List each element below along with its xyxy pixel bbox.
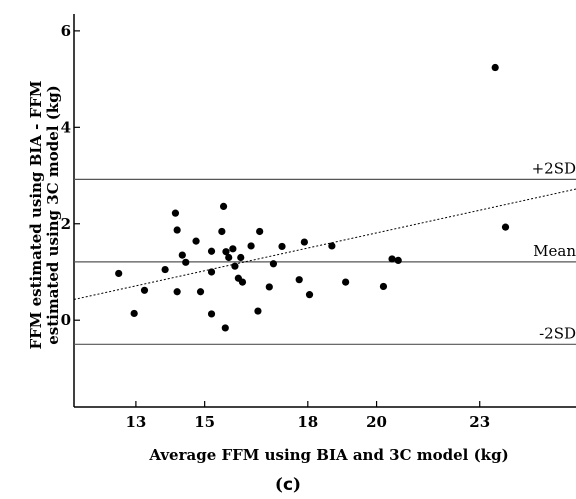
data-point-10 bbox=[196, 288, 205, 296]
data-point-5 bbox=[173, 226, 181, 234]
data-point-27 bbox=[265, 283, 273, 291]
x-tick-label-1: 15 bbox=[194, 413, 215, 431]
data-point-26 bbox=[256, 227, 264, 236]
data-point-7 bbox=[182, 258, 190, 266]
data-point-16 bbox=[221, 324, 229, 332]
data-point-9 bbox=[192, 237, 200, 245]
y-tick-label-1: 2 bbox=[61, 215, 71, 233]
data-point-29 bbox=[278, 242, 286, 251]
data-point-35 bbox=[379, 282, 388, 291]
data-point-15 bbox=[219, 202, 228, 211]
data-point-28 bbox=[269, 260, 278, 268]
data-point-3 bbox=[161, 265, 169, 274]
data-point-31 bbox=[300, 238, 308, 246]
data-point-20 bbox=[231, 262, 239, 270]
data-point-24 bbox=[247, 242, 255, 250]
data-point-2 bbox=[140, 286, 149, 294]
data-point-4 bbox=[171, 209, 180, 217]
panel-label: (c) bbox=[275, 475, 301, 495]
y-axis-title-line-2: estimated using 3C model (kg) bbox=[44, 85, 62, 345]
x-axis-title: Average FFM using BIA and 3C model (kg) bbox=[148, 446, 508, 464]
data-point-12 bbox=[207, 268, 216, 276]
data-point-33 bbox=[328, 242, 336, 250]
data-point-34 bbox=[342, 278, 350, 286]
data-point-6 bbox=[178, 251, 186, 259]
y-tick-label-0: 0 bbox=[61, 311, 71, 329]
y-axis-ticks: 0 2 4 6 bbox=[61, 22, 80, 329]
reference-label-1: Mean bbox=[533, 242, 576, 260]
data-point-30 bbox=[295, 276, 303, 284]
data-point-0 bbox=[115, 269, 123, 278]
x-axis-ticks: 13 15 18 20 23 bbox=[125, 401, 490, 431]
data-point-8 bbox=[173, 288, 181, 296]
data-point-13 bbox=[207, 310, 216, 318]
data-points bbox=[115, 63, 510, 332]
data-point-14 bbox=[218, 227, 226, 236]
x-tick-label-4: 23 bbox=[469, 413, 490, 431]
data-point-32 bbox=[305, 291, 314, 299]
data-point-11 bbox=[207, 247, 216, 255]
data-point-37 bbox=[394, 256, 402, 265]
trend-line bbox=[73, 188, 576, 300]
y-axis-title: FFM estimated using BIA - FFM estimated … bbox=[27, 80, 62, 349]
reference-label-2: -2SD bbox=[539, 324, 576, 342]
data-point-23 bbox=[238, 278, 247, 286]
panel-label-letter: c bbox=[283, 475, 293, 495]
reference-label-0: +2SD bbox=[532, 159, 576, 177]
y-tick-label-3: 6 bbox=[61, 22, 71, 40]
data-point-22 bbox=[237, 253, 245, 262]
reference-labels: +2SD Mean -2SD bbox=[532, 159, 576, 342]
reference-lines bbox=[74, 178, 576, 345]
x-tick-label-3: 20 bbox=[366, 413, 387, 431]
data-point-25 bbox=[254, 307, 262, 315]
x-tick-label-0: 13 bbox=[125, 413, 146, 431]
y-axis-title-line-1: FFM estimated using BIA - FFM bbox=[27, 80, 45, 349]
plot-area: +2SD Mean -2SD 13 15 18 20 23 0 2 4 6 bbox=[61, 14, 576, 431]
data-point-36 bbox=[388, 255, 396, 263]
data-point-38 bbox=[491, 63, 499, 72]
data-point-1 bbox=[130, 309, 138, 318]
data-point-18 bbox=[225, 253, 233, 262]
y-tick-label-2: 4 bbox=[61, 118, 71, 136]
data-point-17 bbox=[222, 248, 230, 256]
data-point-19 bbox=[229, 245, 237, 253]
x-tick-label-2: 18 bbox=[297, 413, 318, 431]
data-point-39 bbox=[501, 223, 510, 231]
